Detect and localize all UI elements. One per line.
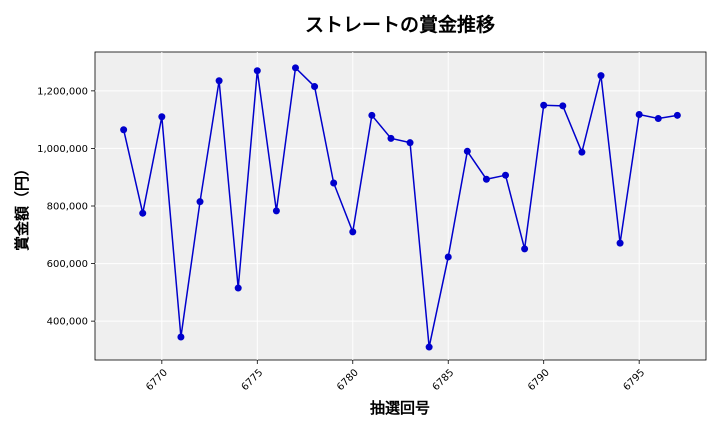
- series-group: [120, 64, 681, 351]
- data-point: [349, 228, 357, 236]
- data-point: [215, 77, 223, 85]
- x-tick-label: 6790: [526, 367, 552, 393]
- x-tick-label: 6770: [144, 367, 170, 393]
- x-tick-label: 6795: [622, 367, 648, 393]
- data-point: [597, 72, 605, 80]
- data-point: [234, 284, 242, 292]
- data-point: [635, 110, 643, 118]
- data-point: [120, 126, 128, 134]
- y-axis: 400,000 600,000 800,000 1,000,000 1,200,000: [37, 86, 95, 328]
- y-tick-label: 400,000: [47, 317, 88, 328]
- y-tick-label: 1,000,000: [37, 144, 88, 155]
- data-point: [406, 139, 414, 147]
- data-point: [368, 111, 376, 119]
- x-axis: 6770 6775 6780 6785 6790 6795: [144, 360, 647, 393]
- data-point: [521, 245, 529, 253]
- x-tick-label: 6785: [431, 367, 457, 393]
- data-point: [253, 67, 261, 75]
- data-point: [654, 114, 662, 122]
- data-point: [463, 147, 471, 155]
- x-tick-label: 6775: [240, 367, 266, 393]
- data-point: [616, 239, 624, 247]
- y-tick-label: 1,200,000: [37, 86, 88, 97]
- data-point: [291, 64, 299, 72]
- data-point: [158, 113, 166, 121]
- data-point: [502, 171, 510, 179]
- data-point: [578, 148, 586, 156]
- series-line: [122, 66, 678, 348]
- x-tick-label: 6780: [335, 367, 361, 393]
- chart-title: ストレートの賞金推移: [305, 13, 495, 36]
- data-point: [139, 209, 147, 217]
- data-point: [482, 175, 490, 183]
- data-point: [425, 343, 433, 351]
- data-point: [330, 179, 338, 187]
- data-point: [311, 83, 319, 91]
- data-point: [444, 253, 452, 261]
- data-point: [177, 333, 185, 341]
- data-point: [196, 198, 204, 206]
- y-axis-label: 賞金額（円）: [13, 161, 31, 251]
- y-tick-label: 800,000: [47, 202, 88, 213]
- y-tick-label: 600,000: [47, 259, 88, 270]
- data-point: [673, 111, 681, 119]
- data-point: [272, 207, 280, 215]
- data-point: [559, 102, 567, 110]
- data-point: [540, 101, 548, 109]
- x-axis-label: 抽選回号: [370, 399, 430, 417]
- data-point: [387, 134, 395, 142]
